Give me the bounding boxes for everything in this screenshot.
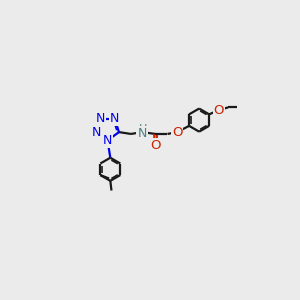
Text: O: O <box>151 139 161 152</box>
Text: O: O <box>172 126 182 139</box>
Text: N: N <box>92 126 101 139</box>
Text: N: N <box>103 134 112 147</box>
Text: N: N <box>96 112 105 125</box>
Text: O: O <box>214 104 224 117</box>
Text: N: N <box>110 112 119 125</box>
Text: H: H <box>139 124 147 134</box>
Text: N: N <box>137 127 147 140</box>
